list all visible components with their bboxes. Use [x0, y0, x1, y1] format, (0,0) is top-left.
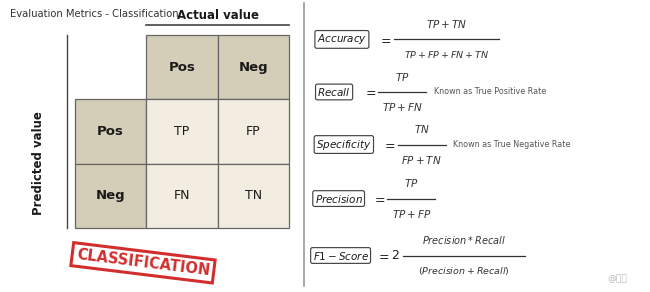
Text: $Precision * Recall$: $Precision * Recall$: [422, 234, 506, 246]
Text: $Accuracy$: $Accuracy$: [317, 32, 367, 46]
Text: $=$: $=$: [363, 86, 376, 98]
Text: Neg: Neg: [96, 189, 125, 202]
FancyBboxPatch shape: [146, 99, 218, 164]
FancyBboxPatch shape: [146, 35, 218, 99]
Text: $TP + TN$: $TP + TN$: [426, 18, 467, 30]
Text: $TP$: $TP$: [395, 71, 410, 83]
Text: $=$: $=$: [372, 192, 385, 205]
Text: $=$: $=$: [378, 33, 392, 46]
Text: $Specificity$: $Specificity$: [316, 138, 372, 152]
FancyBboxPatch shape: [218, 164, 289, 228]
Text: $(Precision + Recall)$: $(Precision + Recall)$: [418, 265, 510, 277]
Text: Actual value: Actual value: [177, 9, 259, 22]
Text: Evaluation Metrics - Classification: Evaluation Metrics - Classification: [10, 9, 178, 19]
Text: Pos: Pos: [97, 125, 124, 138]
FancyBboxPatch shape: [146, 164, 218, 228]
Text: $Precision$: $Precision$: [315, 192, 363, 205]
Text: $F1 - Score$: $F1 - Score$: [313, 249, 369, 262]
FancyBboxPatch shape: [218, 99, 289, 164]
FancyBboxPatch shape: [218, 35, 289, 99]
FancyBboxPatch shape: [75, 164, 146, 228]
Text: TP: TP: [174, 125, 190, 138]
Text: @灯灯: @灯灯: [608, 274, 627, 283]
Text: $TP + FP$: $TP + FP$: [391, 208, 431, 220]
Text: $TP + FP + FN + TN$: $TP + FP + FN + TN$: [404, 49, 489, 60]
Text: Pos: Pos: [168, 61, 196, 74]
Text: $TP + FN$: $TP + FN$: [382, 101, 422, 113]
Text: $=$: $=$: [382, 138, 396, 151]
Text: $TN$: $TN$: [414, 123, 430, 135]
Text: FP: FP: [246, 125, 261, 138]
Text: Neg: Neg: [239, 61, 268, 74]
Text: $TP$: $TP$: [404, 177, 419, 190]
Text: TN: TN: [245, 189, 262, 202]
Text: Known as True Positive Rate: Known as True Positive Rate: [434, 88, 546, 96]
Text: Known as True Negative Rate: Known as True Negative Rate: [454, 140, 571, 149]
Text: $Recall$: $Recall$: [317, 86, 351, 98]
FancyBboxPatch shape: [75, 99, 146, 164]
Text: $2$: $2$: [391, 249, 400, 262]
Text: FN: FN: [174, 189, 190, 202]
Text: Predicted value: Predicted value: [32, 112, 46, 215]
Text: CLASSIFICATION: CLASSIFICATION: [75, 247, 211, 279]
Text: $=$: $=$: [376, 249, 389, 262]
Text: $FP + TN$: $FP + TN$: [401, 154, 442, 166]
